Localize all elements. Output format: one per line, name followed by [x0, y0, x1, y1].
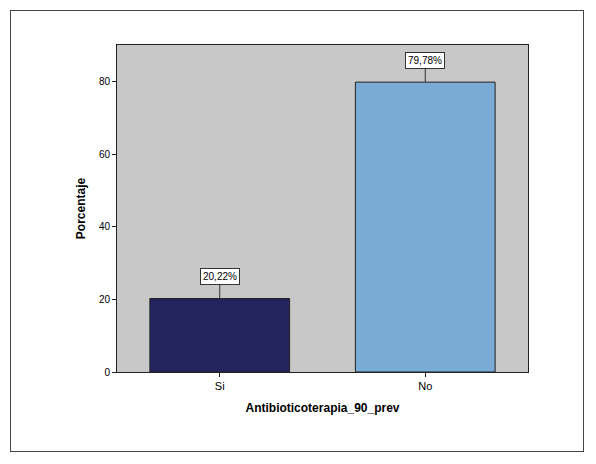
- svg-text:20,22%: 20,22%: [203, 271, 237, 282]
- svg-text:0: 0: [104, 367, 110, 378]
- svg-text:79,78%: 79,78%: [408, 55, 442, 66]
- svg-text:40: 40: [99, 221, 111, 232]
- svg-text:60: 60: [99, 149, 111, 160]
- svg-text:Porcentaje: Porcentaje: [74, 177, 88, 239]
- svg-text:80: 80: [99, 76, 111, 87]
- svg-text:20: 20: [99, 294, 111, 305]
- svg-text:Si: Si: [215, 380, 225, 392]
- svg-text:No: No: [418, 380, 432, 392]
- svg-text:Antibioticoterapia_90_prev: Antibioticoterapia_90_prev: [245, 401, 399, 415]
